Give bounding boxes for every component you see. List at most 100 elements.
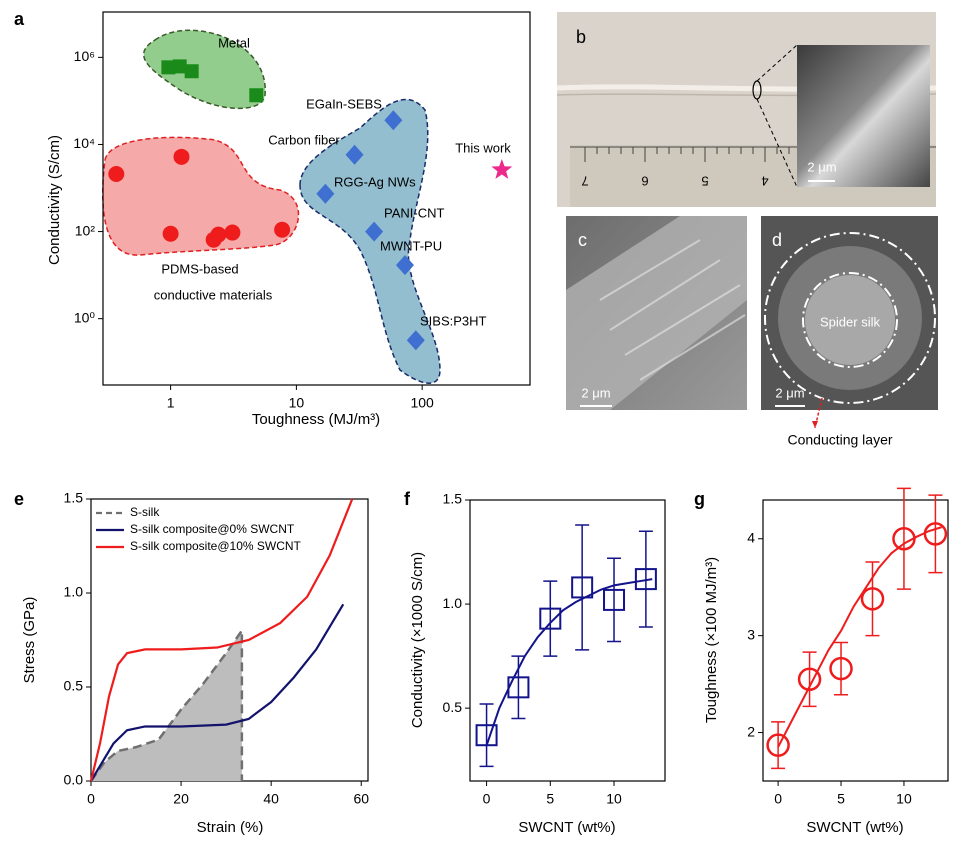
x-tick-label: 20 <box>173 791 189 807</box>
y-tick-label: 1.5 <box>64 490 84 506</box>
x-tick-label: 100 <box>410 395 434 411</box>
pdms-region <box>101 136 300 256</box>
annotation: SIBS:P3HT <box>420 313 487 328</box>
marker <box>184 64 199 79</box>
marker <box>384 110 403 131</box>
ruler-number: 6 <box>641 174 648 189</box>
ruler-number: 4 <box>761 174 768 189</box>
y-tick-label: 1.5 <box>443 491 463 507</box>
y-axis-label: Stress (GPa) <box>21 597 38 684</box>
y-tick-label: 4 <box>747 529 755 545</box>
marker <box>797 667 822 692</box>
marker <box>603 588 626 611</box>
marker <box>539 607 562 630</box>
error-bar <box>638 530 653 628</box>
x-tick-label: 40 <box>263 791 279 807</box>
marker <box>365 221 384 242</box>
marker <box>395 255 414 276</box>
scale-bar-label: 2 μm <box>807 159 836 174</box>
annotation: Metal <box>218 35 250 50</box>
panel-label: e <box>14 489 24 509</box>
marker <box>161 60 176 75</box>
y-tick-label: 10⁴ <box>73 135 95 151</box>
x-tick-label: 60 <box>353 791 369 807</box>
fit-line <box>777 526 943 748</box>
photo-b: 7 6 5 4 b 2 μm <box>556 12 937 207</box>
x-axis-label: Strain (%) <box>197 819 264 836</box>
plot-frame <box>102 11 531 386</box>
callout-label: Conducting layer <box>787 432 892 448</box>
panel-label: c <box>578 230 587 250</box>
error-bar <box>896 487 911 590</box>
x-tick-label: 0 <box>774 791 782 807</box>
marker <box>210 226 227 243</box>
x-axis-label: SWCNT (wt%) <box>518 819 615 836</box>
error-bar <box>865 561 880 637</box>
marker <box>274 221 291 238</box>
panel-label: g <box>694 489 705 509</box>
x-tick-label: 1 <box>167 395 175 411</box>
toughness-area <box>91 630 242 781</box>
x-axis-label: SWCNT (wt%) <box>806 819 903 836</box>
annotation: Carbon fiber <box>268 132 340 147</box>
marker <box>766 733 790 757</box>
x-tick-label: 0 <box>483 791 491 807</box>
marker <box>860 587 885 611</box>
series-line <box>90 603 345 782</box>
y-tick-label: 1.0 <box>443 595 463 611</box>
panel-label: b <box>576 27 586 47</box>
error-bar <box>543 580 558 657</box>
annotation: conductive materials <box>154 287 273 302</box>
x-tick-label: 10 <box>289 395 305 411</box>
y-tick-label: 0.5 <box>64 678 84 694</box>
legend-label: S-silk <box>130 505 160 519</box>
plot-frame <box>762 499 949 782</box>
marker <box>249 88 264 103</box>
marker <box>224 224 241 241</box>
marker <box>406 330 425 351</box>
marker <box>172 59 187 74</box>
y-axis-label: Toughness (×100 MJ/m³) <box>703 557 720 723</box>
error-bar <box>575 524 590 651</box>
marker <box>345 144 364 165</box>
y-tick-label: 2 <box>747 723 755 739</box>
y-tick-label: 10⁶ <box>74 48 95 64</box>
plot-frame <box>469 499 666 782</box>
scale-bar-label: 2 μm <box>775 385 804 400</box>
annotation: MWNT-PU <box>380 238 442 253</box>
marker <box>829 656 853 681</box>
panel-label: f <box>404 489 411 509</box>
error-bar <box>607 557 622 643</box>
annotation: PANI-CNT <box>384 205 444 220</box>
legend-label: S-silk composite@0% SWCNT <box>130 522 295 536</box>
x-tick-label: 10 <box>606 791 622 807</box>
marker <box>173 148 190 165</box>
series-line <box>89 498 354 782</box>
y-axis-label: Conductivity (S/cm) <box>46 135 63 265</box>
y-tick-label: 0.0 <box>64 772 84 788</box>
marker <box>108 165 125 182</box>
x-tick-label: 5 <box>837 791 845 807</box>
marker <box>634 568 657 591</box>
y-tick-label: 1.0 <box>64 584 84 600</box>
x-tick-label: 0 <box>87 791 95 807</box>
core-label: Spider silk <box>820 314 880 329</box>
x-tick-label: 5 <box>546 791 554 807</box>
error-bar <box>511 655 526 720</box>
marker <box>162 225 179 242</box>
sem-c: c 2 μm <box>566 216 747 410</box>
y-tick-label: 3 <box>747 626 755 642</box>
sem-d: d Spider silk 2 μm <box>761 216 938 429</box>
fit-line <box>485 578 653 746</box>
x-tick-label: 10 <box>896 791 912 807</box>
panel-label: d <box>772 230 782 250</box>
ruler-number: 7 <box>581 174 588 189</box>
series-line <box>89 626 244 782</box>
annotation: RGG-Ag NWs <box>334 174 416 189</box>
marker <box>491 158 513 179</box>
y-tick-label: 10⁰ <box>74 309 96 325</box>
y-tick-label: 0.5 <box>443 699 463 715</box>
annotation: EGaIn-SEBS <box>306 96 382 111</box>
y-axis-label: Conductivity (×1000 S/cm) <box>409 552 426 728</box>
